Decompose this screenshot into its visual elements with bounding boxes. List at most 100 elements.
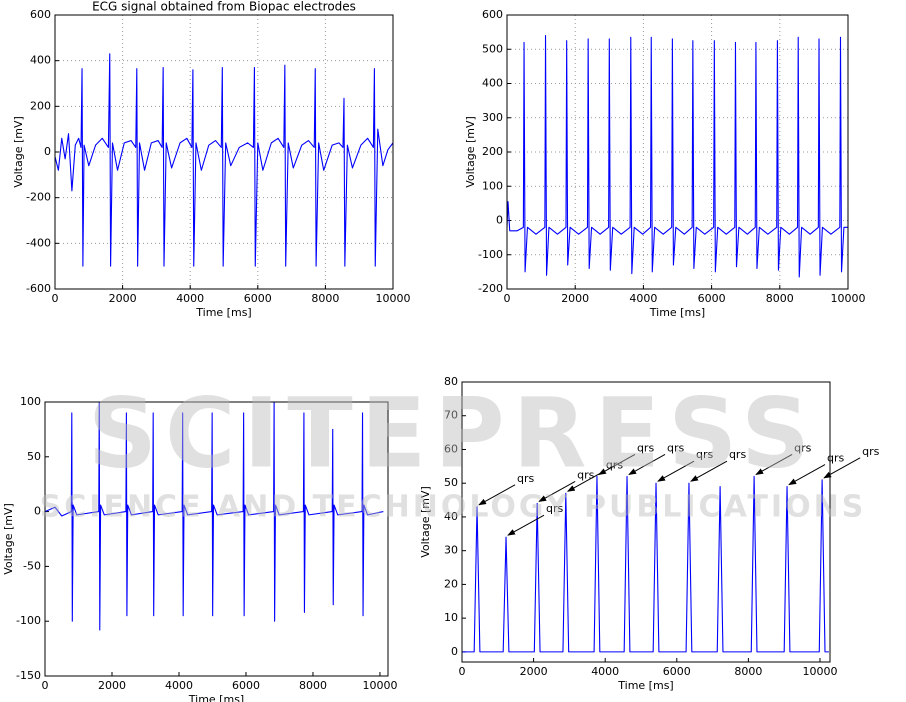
y-tick-label: 50 [27,450,41,463]
y-tick-label: 0 [496,214,503,227]
y-tick-label: 300 [482,111,503,124]
x-axis-label: Time [ms] [649,306,705,319]
x-tick-label: 4000 [591,665,619,678]
plot-frame [44,401,389,677]
plot-frame [54,14,394,290]
y-tick-label: 0 [451,645,458,658]
annotation-label: qrs [827,452,845,465]
signal-line [44,401,384,631]
y-tick-label: 80 [444,375,458,388]
x-tick-label: 0 [52,292,59,305]
plot-frame [506,14,849,290]
chart: 0 2000 4000 6000 8000 10000 -600 -400 -200 0 200 40… [12,0,411,319]
annotation-arrow [478,484,516,506]
y-tick-label: -100 [478,248,503,261]
x-tick-label: 6000 [232,679,260,692]
x-tick-label: 4000 [629,292,657,305]
watermark-title: SCITEPRESS [88,377,818,489]
y-tick-label: 400 [30,54,51,67]
x-tick-label: 6000 [663,665,691,678]
y-tick-label: -150 [16,669,41,682]
y-tick-label: 600 [482,8,503,21]
x-tick-label: 6000 [698,292,726,305]
x-tick-label: 10000 [376,292,411,305]
annotation-label: qrs [794,441,812,454]
annotation-label: qrs [517,472,535,485]
y-tick-label: -100 [16,614,41,627]
x-tick-label: 0 [42,679,49,692]
y-tick-label: 100 [20,395,41,408]
x-tick-label: 10000 [362,679,397,692]
signal-line [506,35,848,278]
x-axis-label: Time [ms] [195,306,251,319]
chart-title: ECG signal obtained from Biopac electrod… [92,0,356,14]
chart: 0 2000 4000 6000 8000 10000 0 10 20 30 40 50 60 70 80 T… [419,375,880,692]
y-tick-label: -400 [26,236,51,249]
y-tick-label: 600 [30,8,51,21]
annotation-arrow [628,454,666,475]
y-tick-label: 20 [444,577,458,590]
x-tick-label: 10000 [802,665,837,678]
annotation-label: qrs [546,502,564,515]
annotation-label: qrs [667,441,685,454]
y-tick-label: 500 [482,42,503,55]
annotation-arrow [598,454,636,475]
y-tick-label: 70 [444,409,458,422]
y-tick-label: 100 [482,179,503,192]
annotation-arrow [690,460,728,482]
x-tick-label: 2000 [109,292,137,305]
x-tick-label: 8000 [766,292,794,305]
y-tick-label: 40 [444,510,458,523]
x-tick-label: 8000 [734,665,762,678]
x-tick-label: 8000 [311,292,339,305]
annotation-arrow [823,457,861,479]
watermark-subtitle: SCIENCE AND TECHNOLOGY PUBLICATIONS [40,490,867,525]
y-tick-label: 200 [30,99,51,112]
y-tick-label: -600 [26,282,51,295]
y-tick-label: 0 [34,505,41,518]
y-axis-label: Voltage [mV] [419,486,432,558]
annotation-label: qrs [729,448,747,461]
annotation-arrow [566,470,605,492]
y-axis-label: Voltage [mV] [2,503,15,575]
y-tick-label: 30 [444,544,458,557]
x-tick-label: 10000 [831,292,866,305]
x-axis-label: Time [ms] [188,693,244,702]
x-tick-label: 0 [504,292,511,305]
y-tick-label: 200 [482,145,503,158]
y-axis-label: Voltage [mV] [464,116,477,188]
annotation-label: qrs [637,441,655,454]
x-axis-label: Time [ms] [617,679,673,692]
annotation-arrow [538,481,576,502]
y-tick-label: -200 [478,282,503,295]
y-tick-label: 60 [444,442,458,455]
x-tick-label: 4000 [165,679,193,692]
annotation-arrow [507,514,545,536]
x-tick-label: 2000 [98,679,126,692]
chart: 0 2000 4000 6000 8000 10000 -150 -100 -50 0 50 100 T… [2,395,397,702]
signal-line [462,475,829,653]
x-tick-label: 2000 [561,292,589,305]
x-tick-label: 4000 [176,292,204,305]
x-tick-label: 2000 [520,665,548,678]
chart: 0 2000 4000 6000 8000 10000 -200 -100 0 100 200 300… [464,8,866,319]
annotation-label: qrs [696,448,714,461]
x-tick-label: 0 [459,665,466,678]
y-tick-label: -50 [23,559,41,572]
y-tick-label: 0 [44,145,51,158]
y-tick-label: -200 [26,191,51,204]
annotation-arrow [788,464,826,486]
y-tick-label: 400 [482,77,503,90]
annotation-label: qrs [577,468,595,481]
y-tick-label: 10 [444,611,458,624]
annotation-label: qrs [862,445,880,458]
signal-line [54,53,394,267]
annotation-arrow [657,460,695,482]
x-tick-label: 8000 [299,679,327,692]
y-tick-label: 50 [444,476,458,489]
plot-frame [461,381,831,663]
y-axis-label: Voltage [mV] [12,116,25,188]
x-tick-label: 6000 [244,292,272,305]
annotation-arrow [755,454,793,475]
